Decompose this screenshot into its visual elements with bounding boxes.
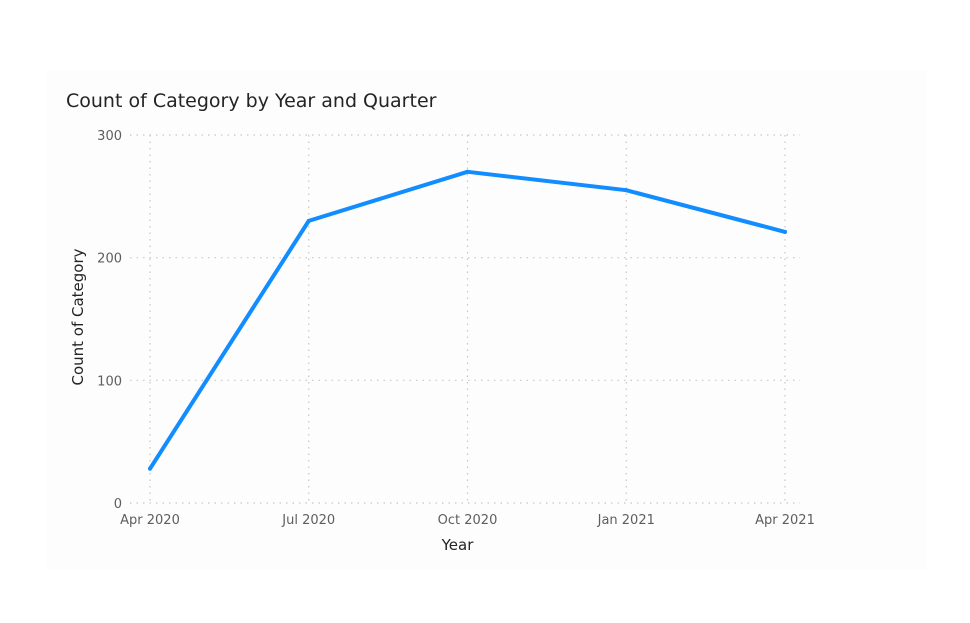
y-axis-ticks: 0 100 200 300 bbox=[97, 129, 122, 512]
series-line bbox=[148, 169, 787, 471]
x-tick-label: Jul 2020 bbox=[281, 513, 335, 528]
y-tick-label: 0 bbox=[114, 497, 122, 512]
chart-card bbox=[46, 70, 926, 570]
data-point bbox=[783, 229, 787, 234]
data-point bbox=[306, 218, 311, 223]
data-point bbox=[465, 169, 470, 174]
y-tick-label: 200 bbox=[97, 252, 122, 267]
x-tick-label: Jan 2021 bbox=[597, 513, 655, 528]
chart-title: Count of Category by Year and Quarter bbox=[66, 90, 437, 112]
y-axis-title: Count of Category bbox=[69, 248, 87, 385]
x-tick-label: Apr 2021 bbox=[755, 513, 815, 528]
x-tick-label: Oct 2020 bbox=[438, 513, 498, 528]
series-points bbox=[148, 169, 787, 471]
y-tick-label: 300 bbox=[97, 129, 122, 144]
data-point bbox=[624, 188, 629, 193]
x-axis-title: Year bbox=[441, 536, 475, 554]
x-axis-ticks: Apr 2020 Jul 2020 Oct 2020 Jan 2021 Apr 2021 bbox=[120, 513, 815, 528]
grid-lines bbox=[130, 134, 800, 504]
x-tick-label: Apr 2020 bbox=[120, 513, 180, 528]
data-point bbox=[148, 466, 152, 471]
y-tick-label: 100 bbox=[97, 374, 122, 389]
